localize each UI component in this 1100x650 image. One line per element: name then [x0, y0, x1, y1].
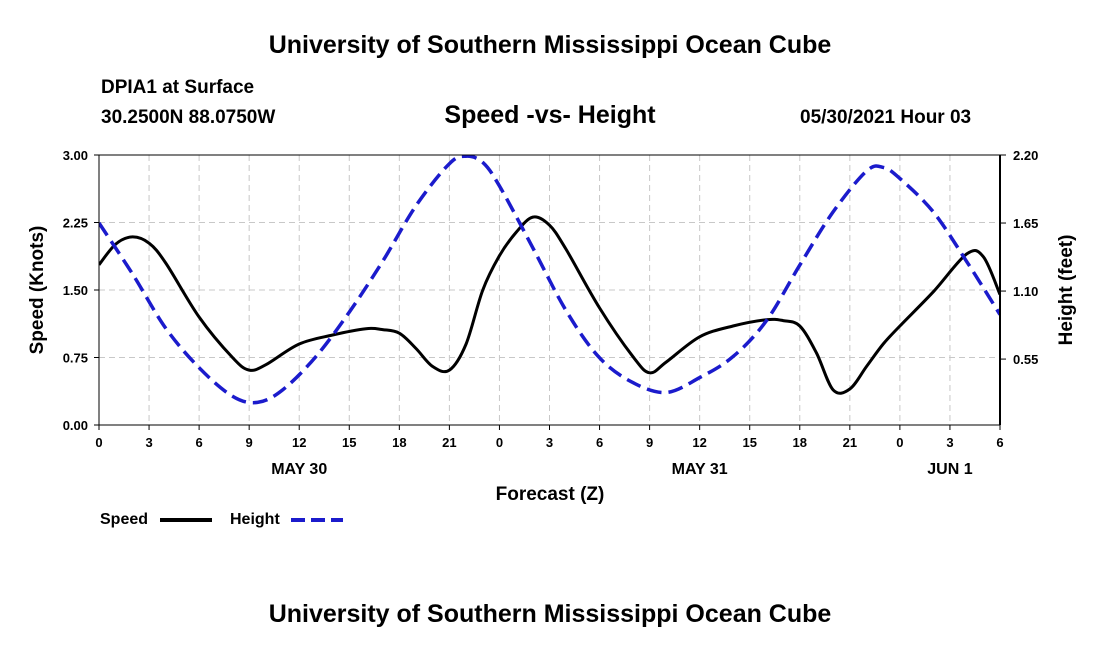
datetime-label: 05/30/2021 Hour 03 — [800, 107, 972, 128]
y-right-tick-label: 2.20 — [1013, 148, 1038, 163]
y-tick-label: 0.75 — [63, 351, 88, 366]
y-tick-label: 1.50 — [63, 283, 88, 298]
legend-label-height: Height — [230, 511, 280, 528]
x-tick-label: 0 — [896, 435, 903, 450]
x-tick-label: 12 — [692, 435, 706, 450]
date-label: MAY 30 — [271, 461, 327, 478]
x-tick-label: 15 — [342, 435, 356, 450]
x-tick-label: 9 — [646, 435, 653, 450]
x-tick-label: 3 — [946, 435, 953, 450]
station-label: DPIA1 at Surface — [101, 77, 255, 98]
x-tick-label: 18 — [392, 435, 406, 450]
x-tick-label: 12 — [292, 435, 306, 450]
y-right-tick-label: 1.10 — [1013, 284, 1038, 299]
chart-title: Speed -vs- Height — [444, 101, 656, 129]
coordinates-label: 30.2500N 88.0750W — [101, 107, 276, 128]
y-axis-label: Speed (Knots) — [27, 226, 48, 355]
x-tick-label: 0 — [95, 435, 102, 450]
y-axis-right-label: Height (feet) — [1056, 235, 1077, 346]
x-tick-label: 21 — [442, 435, 456, 450]
x-tick-label: 3 — [546, 435, 553, 450]
x-tick-label: 0 — [496, 435, 503, 450]
y-tick-label: 2.25 — [63, 216, 88, 231]
series-line-height — [99, 155, 1000, 405]
y-right-tick-label: 1.65 — [1013, 216, 1038, 231]
footer-title: University of Southern Mississippi Ocean… — [268, 600, 832, 628]
x-tick-label: 3 — [145, 435, 152, 450]
y-tick-label: 3.00 — [63, 148, 88, 163]
legend-label-speed: Speed — [100, 511, 148, 528]
date-label: MAY 31 — [672, 461, 728, 478]
ticks: 0 3 6 9 12 15 18 21 0 3 6 9 12 15 18 21 0 3 6 0.00 0.75 1.50 2… — [63, 148, 1039, 478]
page-title: University of Southern Mississippi Ocean… — [268, 31, 832, 59]
x-tick-label: 6 — [996, 435, 1003, 450]
date-label: JUN 1 — [927, 461, 972, 478]
series-layer — [99, 155, 1000, 405]
x-tick-label: 21 — [843, 435, 857, 450]
y-tick-label: 0.00 — [63, 418, 88, 433]
x-tick-label: 6 — [195, 435, 202, 450]
series-line-speed — [99, 215, 1000, 395]
x-tick-label: 9 — [246, 435, 253, 450]
x-axis-label: Forecast (Z) — [496, 484, 605, 505]
y-right-tick-label: 0.55 — [1013, 352, 1038, 367]
grid — [99, 155, 1000, 425]
x-tick-label: 15 — [742, 435, 756, 450]
x-tick-label: 6 — [596, 435, 603, 450]
x-tick-label: 18 — [793, 435, 807, 450]
legend: Speed Height — [100, 511, 343, 528]
